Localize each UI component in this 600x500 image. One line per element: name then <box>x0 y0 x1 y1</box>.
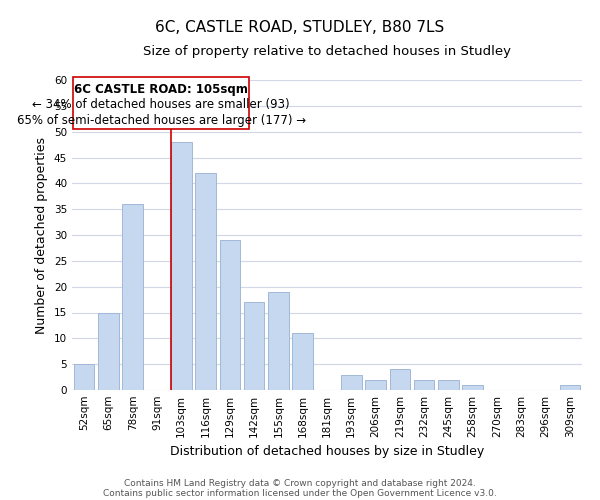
Title: Size of property relative to detached houses in Studley: Size of property relative to detached ho… <box>143 45 511 58</box>
Bar <box>292 333 313 390</box>
Bar <box>414 380 434 390</box>
Bar <box>268 292 289 390</box>
Bar <box>463 385 483 390</box>
Bar <box>389 370 410 390</box>
Text: 6C CASTLE ROAD: 105sqm: 6C CASTLE ROAD: 105sqm <box>74 82 248 96</box>
Text: 6C, CASTLE ROAD, STUDLEY, B80 7LS: 6C, CASTLE ROAD, STUDLEY, B80 7LS <box>155 20 445 35</box>
Bar <box>365 380 386 390</box>
Bar <box>98 312 119 390</box>
Text: ← 34% of detached houses are smaller (93): ← 34% of detached houses are smaller (93… <box>32 98 290 111</box>
Bar <box>560 385 580 390</box>
Bar <box>438 380 459 390</box>
Bar <box>74 364 94 390</box>
Bar <box>122 204 143 390</box>
FancyBboxPatch shape <box>73 78 249 129</box>
Text: Contains public sector information licensed under the Open Government Licence v3: Contains public sector information licen… <box>103 488 497 498</box>
Y-axis label: Number of detached properties: Number of detached properties <box>35 136 49 334</box>
Text: 65% of semi-detached houses are larger (177) →: 65% of semi-detached houses are larger (… <box>17 114 306 126</box>
Bar <box>341 374 362 390</box>
X-axis label: Distribution of detached houses by size in Studley: Distribution of detached houses by size … <box>170 446 484 458</box>
Bar <box>244 302 265 390</box>
Text: Contains HM Land Registry data © Crown copyright and database right 2024.: Contains HM Land Registry data © Crown c… <box>124 478 476 488</box>
Bar <box>220 240 240 390</box>
Bar <box>195 173 216 390</box>
Bar <box>171 142 191 390</box>
